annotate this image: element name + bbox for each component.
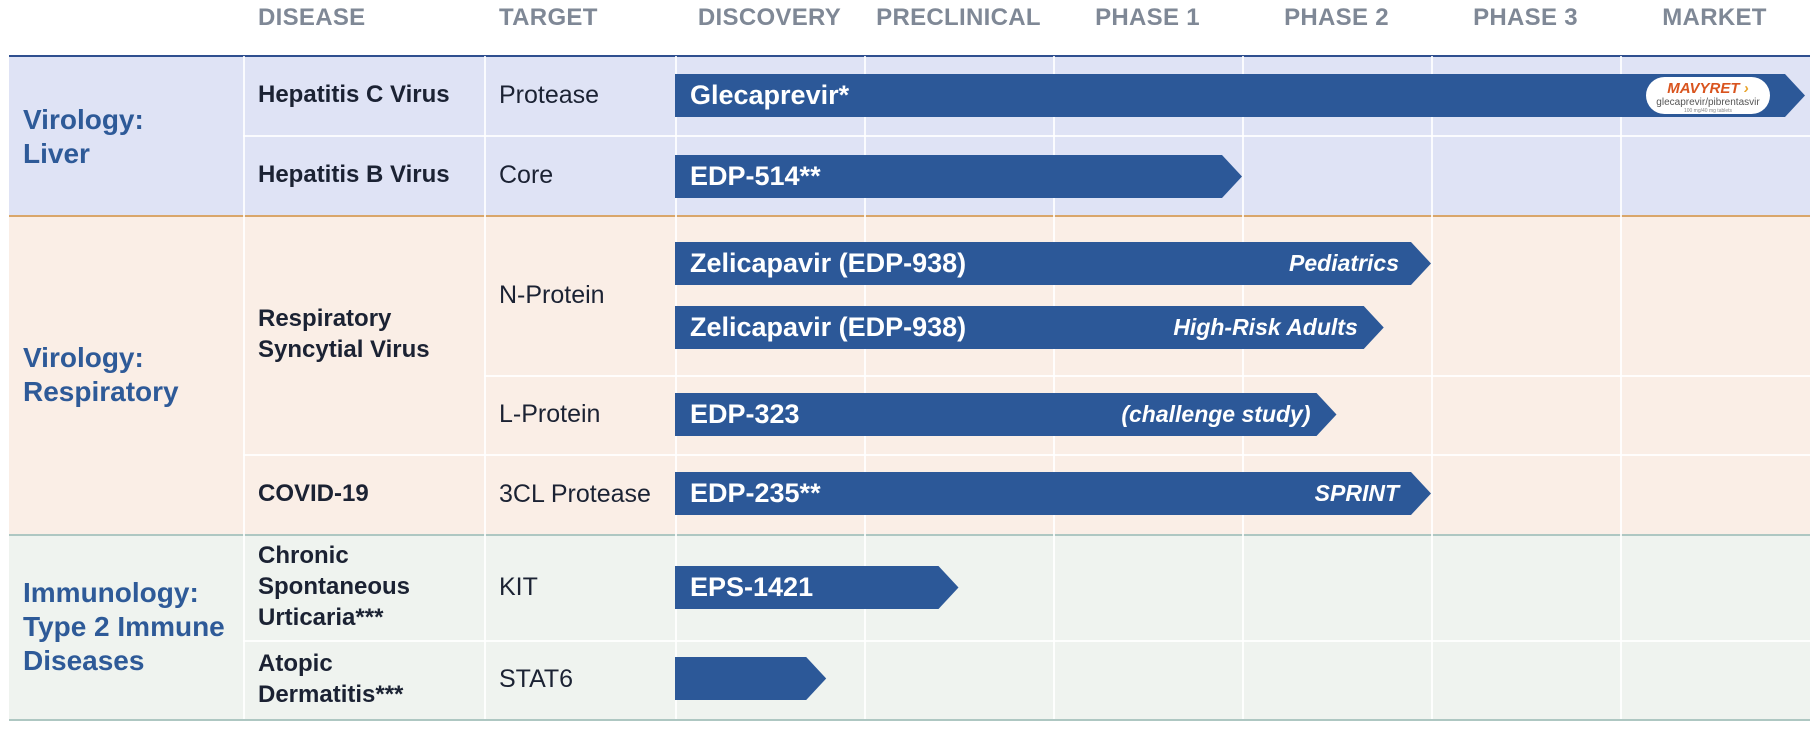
grid-line-vertical [1620, 56, 1622, 719]
logo-fine-print: 100 mg/40 mg tablets [1683, 108, 1733, 114]
disease-label-line: Syncytial Virus [258, 336, 430, 363]
program-name: Glecaprevir* [690, 80, 850, 110]
disease-label-line: Respiratory [258, 305, 392, 332]
header-stage-preclinical: PRECLINICAL [876, 4, 1041, 31]
category-label-line: Virology: [23, 104, 144, 135]
program-name: EDP-514** [690, 161, 821, 191]
program-bar: EDP-323 (challenge study) [675, 393, 1337, 436]
logo-brand: MAVYRET [1646, 80, 1770, 97]
header-stage-phase-2: PHASE 2 [1284, 4, 1389, 31]
program-name: Zelicapavir (EDP-938) [690, 312, 967, 342]
program-bar-arrow [675, 242, 1431, 285]
disease-label-line: Chronic [258, 542, 349, 569]
program-bar-shape [675, 306, 1384, 349]
program-bar-arrow [675, 393, 1337, 436]
grid-line-vertical [864, 56, 866, 719]
category-label-line: Respiratory [23, 376, 179, 407]
program-note: Pediatrics [1289, 250, 1399, 276]
program-bar: EPS-1421 [675, 566, 959, 609]
target-label: Protease [499, 81, 600, 109]
disease-label-line: Hepatitis C Virus [258, 81, 450, 108]
target-label: N-Protein [499, 281, 605, 309]
program-bar: EDP-235** SPRINT [675, 472, 1431, 515]
program-name: Zelicapavir (EDP-938) [690, 248, 967, 278]
program-bar-arrow [675, 566, 959, 609]
disease-label-line: COVID-19 [258, 480, 369, 507]
program-bar [675, 657, 827, 700]
grid-line-vertical [484, 56, 486, 719]
grid-line-vertical [1053, 56, 1055, 719]
target-label: Core [499, 161, 554, 189]
category-band [9, 535, 1810, 719]
program-name: EDP-323 [690, 399, 800, 429]
header-disease: DISEASE [258, 4, 366, 31]
disease-label-line: Spontaneous [258, 573, 411, 600]
disease-label: Atopic Dermatitis*** [258, 648, 403, 710]
grid-line-horizontal [243, 640, 1810, 642]
grid-line-vertical [675, 56, 677, 719]
header-stage-phase-1: PHASE 1 [1095, 4, 1200, 31]
program-bar-shape [675, 657, 827, 700]
band-top-rule [9, 215, 1810, 217]
program-bar-arrow [675, 657, 827, 700]
category-label: Immunology: Type 2 Immune Diseases [23, 576, 225, 678]
program-note: High-Risk Adults [1173, 314, 1358, 340]
disease-label: Hepatitis B Virus [258, 159, 450, 190]
band-bottom-rule [9, 719, 1810, 721]
band-top-rule [9, 534, 1810, 536]
disease-label: Respiratory Syncytial Virus [258, 303, 430, 365]
category-label-line: Virology: [23, 342, 144, 373]
target-label: L-Protein [499, 400, 601, 428]
category-label-line: Type 2 Immune [23, 611, 225, 642]
program-bar-arrow [675, 155, 1242, 198]
disease-label-line: Urticaria*** [258, 604, 384, 631]
program-note: SPRINT [1314, 480, 1399, 506]
band-top-rule [9, 55, 1810, 57]
program-bar-shape [675, 242, 1431, 285]
target-label: 3CL Protease [499, 480, 651, 508]
disease-label-line: Atopic [258, 650, 333, 677]
program-bar: Zelicapavir (EDP-938) High-Risk Adults [675, 306, 1384, 349]
category-label-line: Diseases [23, 645, 145, 676]
program-bar-shape [675, 155, 1242, 198]
disease-label: COVID-19 [258, 478, 369, 509]
disease-label: Hepatitis C Virus [258, 79, 450, 110]
header-stage-market: MARKET [1662, 4, 1767, 31]
program-bar-arrow [675, 74, 1805, 117]
category-label: Virology: Respiratory [23, 341, 179, 409]
program-bar: EDP-514** [675, 155, 1242, 198]
header-stage-phase-3: PHASE 3 [1473, 4, 1578, 31]
grid-line-horizontal [243, 454, 1810, 456]
program-bar: Glecaprevir* [675, 74, 1805, 117]
program-bar-shape [675, 393, 1337, 436]
program-name: EDP-235** [690, 478, 821, 508]
program-bar: Zelicapavir (EDP-938) Pediatrics [675, 242, 1431, 285]
logo-generic: glecaprevir/pibrentasvir [1656, 97, 1760, 108]
grid-line-vertical [243, 56, 245, 719]
target-label: KIT [499, 573, 538, 601]
header-stage-discovery: DISCOVERY [697, 4, 842, 31]
program-note: (challenge study) [1121, 401, 1311, 427]
grid-line-horizontal [484, 375, 1810, 377]
disease-label-line: Hepatitis B Virus [258, 161, 450, 188]
program-bar-arrow [675, 472, 1431, 515]
category-label-line: Immunology: [23, 577, 199, 608]
disease-label: Chronic Spontaneous Urticaria*** [258, 540, 410, 633]
category-label: Virology: Liver [23, 103, 144, 171]
program-name: EPS-1421 [690, 572, 814, 602]
target-label: STAT6 [499, 665, 574, 693]
program-bar-arrow [675, 306, 1384, 349]
disease-label-line: Dermatitis*** [258, 681, 404, 708]
program-bar-shape [675, 74, 1805, 117]
category-label-line: Liver [23, 138, 90, 169]
grid-line-horizontal [243, 135, 1810, 137]
header-target: TARGET [499, 4, 598, 31]
program-bar-shape [675, 566, 959, 609]
program-bar-shape [675, 472, 1431, 515]
grid-line-vertical [1242, 56, 1244, 719]
grid-line-vertical [1431, 56, 1433, 719]
